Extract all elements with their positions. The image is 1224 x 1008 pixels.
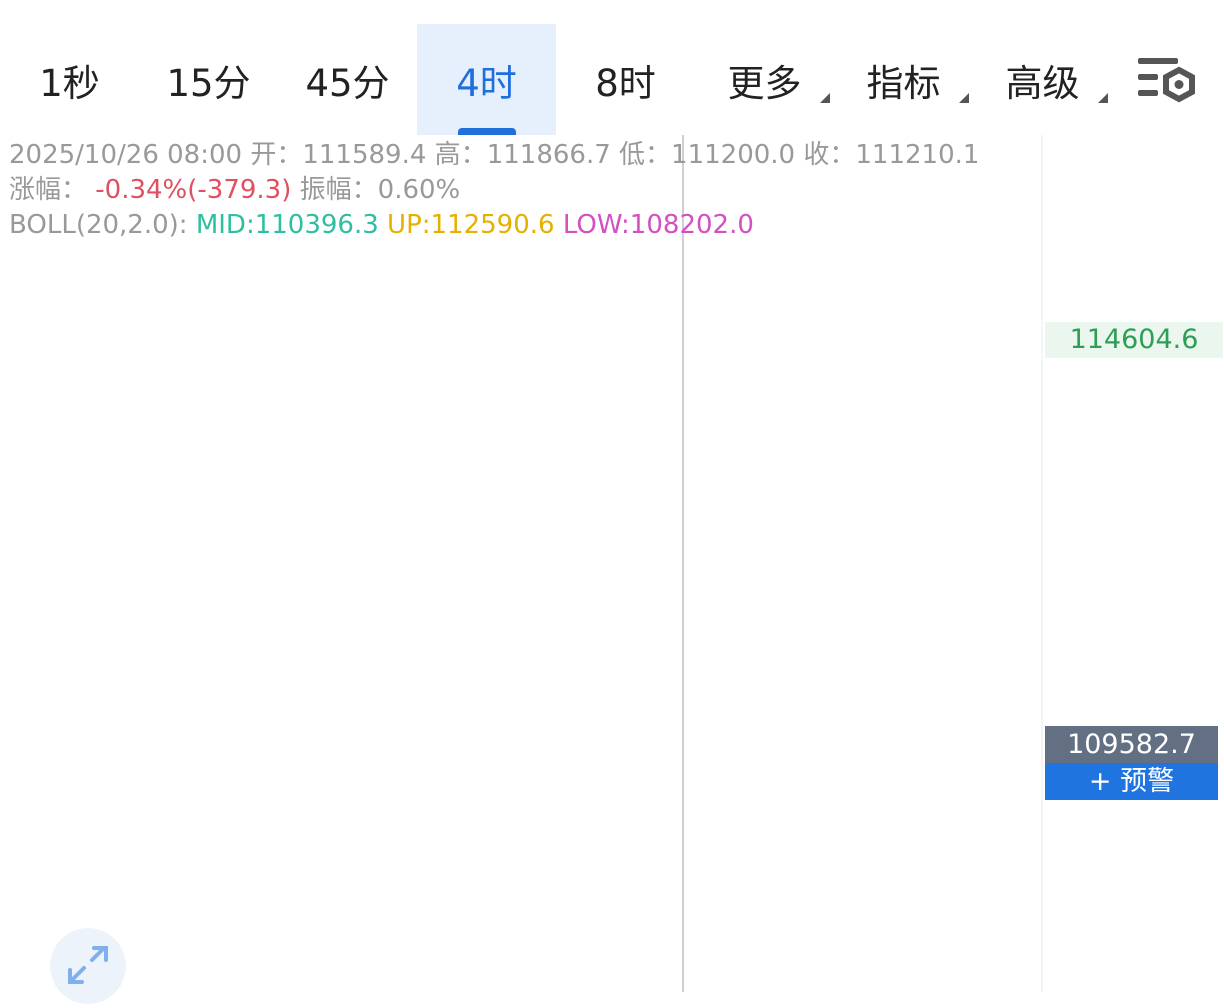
- low-value: 111200.0: [671, 140, 796, 170]
- tab-label: 更多: [727, 61, 802, 105]
- dropdown-corner-icon: [820, 93, 830, 103]
- tab-label: 指标: [866, 61, 941, 105]
- tab-label: 8时: [595, 61, 656, 105]
- tab-7[interactable]: 高级: [973, 24, 1112, 135]
- active-tab-indicator: [457, 128, 516, 135]
- expand-arrows-icon: [68, 946, 108, 984]
- tab-1[interactable]: 15分: [139, 24, 278, 135]
- tab-3[interactable]: 4时: [417, 24, 556, 135]
- change-value: -0.34%(-379.3): [95, 175, 292, 205]
- tab-label: 4时: [456, 61, 517, 105]
- open-value: 111589.4: [302, 140, 427, 170]
- low-label: 低：: [619, 140, 672, 170]
- amplitude-value: 0.60%: [377, 175, 461, 205]
- tab-5[interactable]: 更多: [695, 24, 834, 135]
- close-label: 收：: [803, 140, 856, 170]
- close-value: 111210.1: [855, 140, 980, 170]
- tab-label: 45分: [305, 61, 390, 105]
- tab-2[interactable]: 45分: [278, 24, 417, 135]
- interval-tab-bar: 1秒 15分 45分 4时 8时 更多 指标 高级: [0, 0, 1224, 135]
- add-alert-button[interactable]: + 预警: [1045, 763, 1218, 800]
- dropdown-corner-icon: [959, 93, 969, 103]
- high-label: 高：: [434, 140, 487, 170]
- tab-0[interactable]: 1秒: [0, 24, 139, 135]
- change-row: 涨幅： -0.34%(-379.3) 振幅：0.60%: [9, 173, 979, 208]
- change-label: 涨幅：: [9, 175, 88, 205]
- boll-low: LOW:108202.0: [562, 210, 754, 240]
- high-value: 111866.7: [486, 140, 611, 170]
- open-label: 开：: [250, 140, 303, 170]
- ohlc-row: 2025/10/26 08:00 开：111589.4 高：111866.7 低…: [9, 138, 979, 173]
- tab-6[interactable]: 指标: [834, 24, 973, 135]
- chart-settings-icon[interactable]: [1136, 56, 1198, 106]
- amplitude-label: 振幅：: [299, 175, 378, 205]
- expand-chart-button[interactable]: [50, 928, 126, 1004]
- boll-mid: MID:110396.3: [195, 210, 379, 240]
- candle-datetime: 2025/10/26 08:00: [9, 140, 243, 170]
- candle-info-panel: 2025/10/26 08:00 开：111589.4 高：111866.7 低…: [9, 138, 979, 243]
- boll-row: BOLL(20,2.0): MID:110396.3 UP:112590.6 L…: [9, 208, 979, 243]
- tab-4[interactable]: 8时: [556, 24, 695, 135]
- tab-label: 高级: [1005, 61, 1080, 105]
- price-chart[interactable]: 1070001080001100001110001120001130001140…: [0, 135, 1224, 992]
- current-price-label: 114604.6: [1045, 322, 1223, 358]
- boll-label: BOLL(20,2.0):: [9, 210, 188, 240]
- crosshair-price-label: 109582.7: [1045, 726, 1218, 763]
- boll-up: UP:112590.6: [387, 210, 555, 240]
- tab-label: 1秒: [39, 61, 100, 105]
- tab-label: 15分: [166, 61, 251, 105]
- dropdown-corner-icon: [1098, 93, 1108, 103]
